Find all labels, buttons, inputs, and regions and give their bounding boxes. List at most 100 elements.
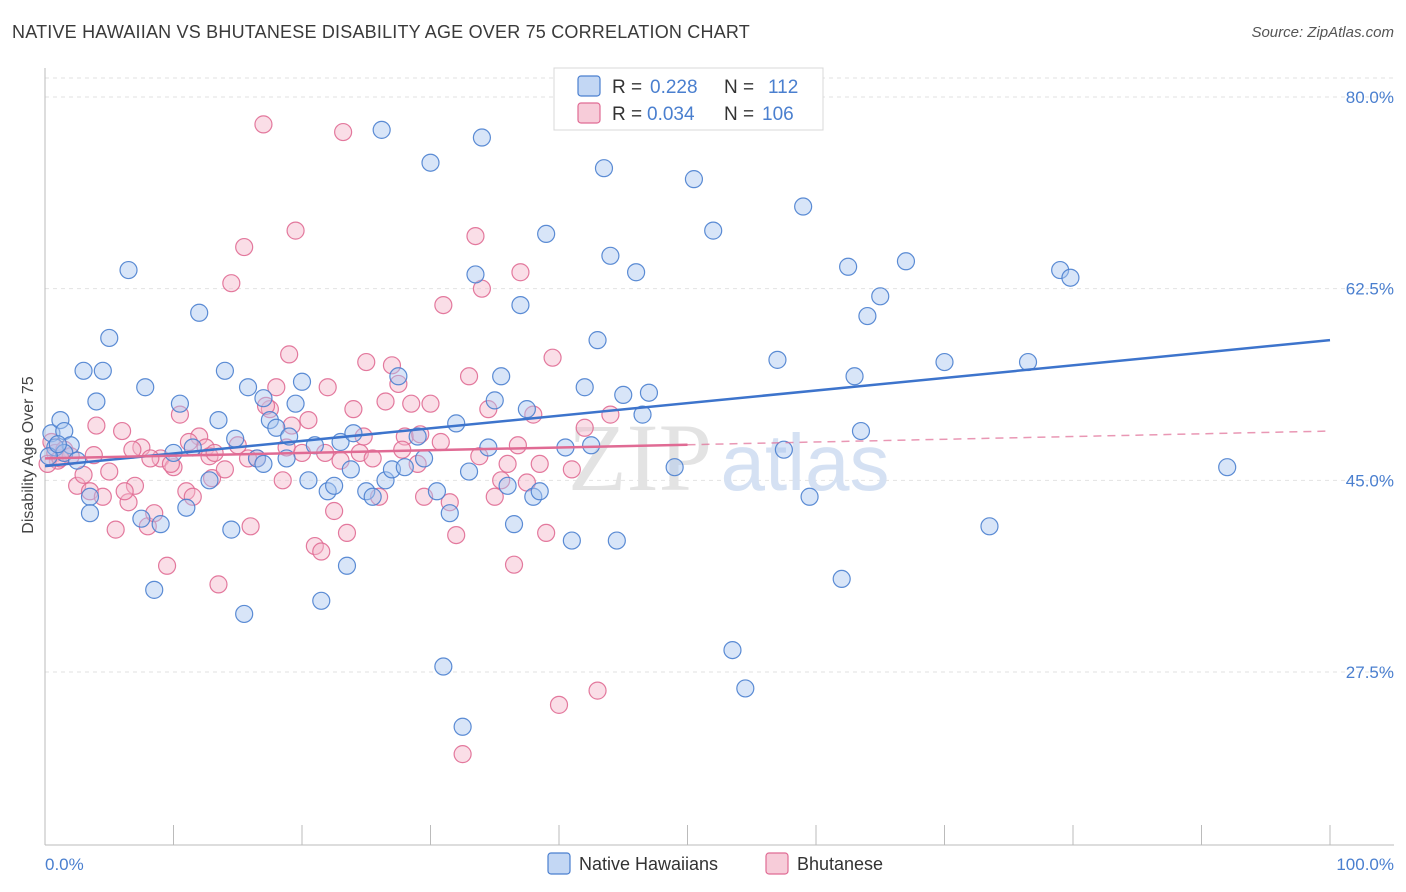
native-hawaiians-point-53: [414, 449, 434, 468]
bhutanese-point-98: [141, 449, 160, 468]
native-hawaiians-point-11: [119, 260, 138, 280]
native-hawaiians-point-27: [238, 378, 258, 397]
native-hawaiians-point-31: [267, 418, 286, 437]
native-hawaiians-point-86: [704, 221, 723, 240]
y-tick-label-1: 62.5%: [1346, 280, 1394, 299]
legend-n-label-2: N =: [724, 104, 754, 125]
native-hawaiians-point-81: [626, 263, 646, 282]
native-hawaiians-point-21: [200, 471, 219, 490]
gridlines: [45, 77, 1394, 673]
native-hawaiians-point-29: [254, 389, 273, 408]
native-hawaiians-point-13: [136, 378, 155, 397]
native-hawaiians-point-50: [389, 367, 408, 386]
native-hawaiians-point-18: [177, 498, 196, 517]
native-hawaiians-point-58: [447, 414, 466, 433]
native-hawaiians-point-94: [839, 257, 858, 276]
legend-swatch-pink: [577, 102, 601, 124]
native-hawaiians-point-90: [774, 440, 793, 459]
native-hawaiians-point-70: [530, 482, 549, 501]
bhutanese-point-12: [112, 421, 132, 441]
legend-r-label-1: R =: [612, 77, 642, 98]
bhutanese-point-44: [318, 378, 337, 397]
legend-r-value-1: 0.228: [650, 77, 698, 98]
native-hawaiians-point-43: [341, 460, 360, 479]
native-hawaiians-point-47: [372, 120, 391, 139]
native-hawaiians-point-68: [517, 400, 536, 419]
native-hawaiians-point-34: [286, 394, 305, 413]
bhutanese-point-76: [537, 523, 556, 543]
bhutanese-point-29: [222, 274, 241, 293]
native-hawaiians-point-44: [344, 424, 363, 443]
native-hawaiians-point-8: [93, 361, 112, 380]
native-hawaiians-point-55: [427, 482, 447, 501]
bhutanese-point-28: [215, 460, 234, 479]
native-hawaiians-point-9: [100, 328, 119, 348]
native-hawaiians-point-19: [190, 303, 209, 322]
native-hawaiians-point-48: [376, 471, 395, 490]
native-hawaiians-point-107: [68, 451, 87, 470]
series-legend-label-native-hawaiians: Native Hawaiians: [579, 854, 718, 874]
bhutanese-point-65: [466, 226, 485, 246]
bhutanese-point-45: [325, 501, 344, 521]
bhutanese-point-19: [157, 556, 177, 575]
bhutanese-point-37: [273, 471, 292, 490]
bhutanese-point-94: [431, 432, 450, 452]
native-hawaiians-point-25: [226, 429, 245, 448]
native-hawaiians-point-105: [1218, 458, 1237, 477]
y-tick-label-0: 80.0%: [1346, 88, 1394, 107]
bhutanese-point-11: [106, 520, 125, 539]
x-ticks: [173, 825, 1331, 845]
native-hawaiians-point-63: [479, 438, 498, 457]
native-hawaiians-point-101: [980, 517, 999, 536]
bhutanese-point-14: [125, 476, 145, 495]
native-hawaiians-point-91: [794, 197, 813, 216]
native-hawaiians-point-84: [665, 458, 684, 477]
native-hawaiians-point-110: [498, 476, 517, 495]
bhutanese-point-20: [164, 458, 183, 477]
native-hawaiians-point-96: [851, 421, 871, 441]
bhutanese-point-102: [282, 416, 301, 435]
native-hawaiians-point-93: [832, 569, 851, 589]
bhutanese-point-68: [485, 487, 504, 506]
native-hawaiians-point-6: [80, 487, 100, 506]
native-hawaiians-point-12: [132, 509, 151, 528]
native-hawaiians-point-40: [325, 476, 344, 495]
native-hawaiians-point-78: [601, 246, 620, 265]
bhutanese-point-75: [530, 454, 549, 474]
native-hawaiians-point-22: [209, 410, 228, 430]
chart-title: NATIVE HAWAIIAN VS BHUTANESE DISABILITY …: [12, 22, 750, 42]
x-tick-label-min: 0.0%: [45, 855, 84, 874]
native-hawaiians-point-98: [871, 287, 890, 306]
legend-r-label-2: R =: [612, 104, 642, 125]
native-hawaiians-point-71: [537, 224, 556, 244]
bhutanese-point-78: [549, 695, 569, 714]
native-hawaiians-point-100: [935, 352, 954, 372]
series-legend: Native Hawaiians Bhutanese: [547, 852, 883, 875]
correlation-legend: R = 0.228 N = 112 R = 0.034 N = 106: [553, 67, 824, 131]
native-hawaiians-point-61: [466, 265, 485, 284]
bhutanese-point-64: [459, 367, 479, 386]
bhutanese-point-85: [84, 446, 103, 465]
native-hawaiians-point-89: [768, 350, 787, 369]
bhutanese-point-39: [286, 221, 305, 240]
legend-n-value-2: 106: [762, 104, 794, 125]
native-hawaiians-point-46: [363, 487, 382, 506]
native-hawaiians-point-7: [87, 392, 106, 411]
bhutanese-point-72: [511, 263, 530, 282]
native-hawaiians-point-24: [222, 520, 241, 539]
native-hawaiians-point-10: [80, 504, 100, 523]
axes: [44, 68, 1394, 846]
native-hawaiians-point-92: [800, 487, 819, 506]
bhutanese-point-80: [575, 418, 594, 437]
bhutanese-point-50: [357, 352, 376, 372]
bhutanese-point-47: [337, 523, 357, 543]
native-hawaiians-point-36: [299, 471, 318, 490]
native-hawaiians-point-83: [639, 383, 659, 402]
native-hawaiians-point-17: [170, 394, 190, 413]
bhutanese-point-103: [334, 122, 353, 142]
bhutanese-point-82: [601, 405, 620, 424]
native-hawaiians-point-65: [492, 367, 511, 386]
native-hawaiians-point-82: [633, 405, 652, 424]
bhutanese-point-53: [382, 356, 402, 375]
native-hawaiians-point-103: [1051, 260, 1070, 280]
